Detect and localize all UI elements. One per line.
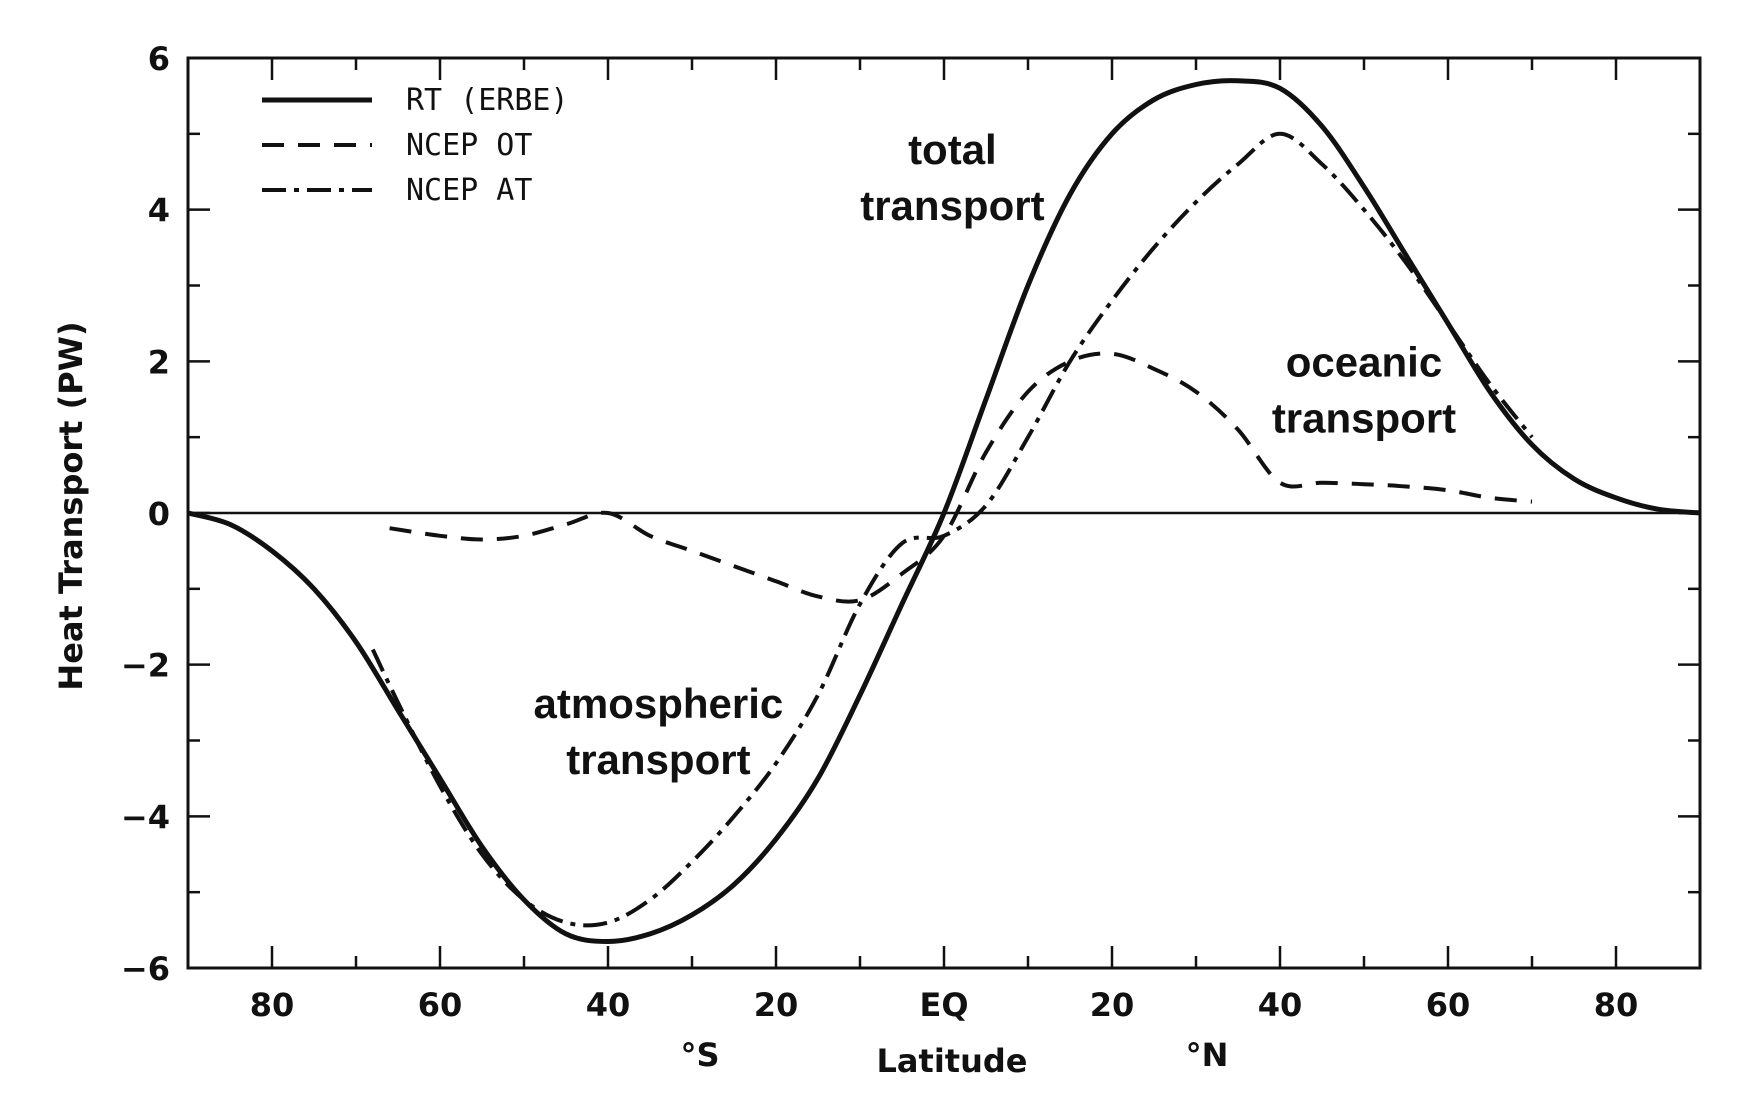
legend: RT (ERBE) NCEP OT NCEP AT — [262, 83, 569, 208]
series-line-2 — [389, 351, 1533, 604]
legend-label: RT (ERBE) — [406, 83, 569, 118]
x-tick-label: 20 — [1090, 986, 1135, 1024]
x-tick-label: 60 — [418, 986, 463, 1024]
hemisphere-label-north: °N — [1186, 1036, 1229, 1074]
y-tick-label: −4 — [121, 798, 170, 836]
x-tick-label: EQ — [919, 986, 968, 1024]
x-axis-title: Latitude — [877, 1042, 1028, 1080]
series-line-3 — [370, 131, 1534, 928]
y-tick-label: 2 — [148, 343, 170, 381]
y-tick-label: −6 — [121, 950, 170, 988]
x-tick-label: 80 — [1594, 986, 1639, 1024]
x-tick-label: 40 — [1258, 986, 1303, 1024]
legend-label: NCEP OT — [406, 128, 532, 163]
axis-title-layer: Heat Transport (PW) Latitude °S °N — [52, 321, 1228, 1080]
annotation-text: atmospheric transport — [534, 680, 784, 783]
annotation-line: total — [908, 126, 997, 173]
annotation-line: transport — [566, 736, 750, 783]
annotation-line: oceanic — [1286, 339, 1442, 386]
annotation-text: total transport — [860, 126, 1044, 229]
y-tick-label: 6 — [148, 40, 170, 78]
y-tick-label: 4 — [148, 192, 170, 230]
x-tick-label: 40 — [586, 986, 631, 1024]
y-tick-label: −2 — [121, 647, 170, 685]
legend-label: NCEP AT — [406, 173, 532, 208]
annotation-text: oceanic transport — [1272, 339, 1456, 442]
x-tick-label: 60 — [1426, 986, 1471, 1024]
annotation-line: transport — [860, 182, 1044, 229]
y-axis-title: Heat Transport (PW) — [52, 321, 90, 690]
series-layer — [187, 78, 1701, 945]
y-tick-label: 0 — [148, 495, 170, 533]
x-tick-label: 20 — [754, 986, 799, 1024]
annotation-line: transport — [1272, 395, 1456, 442]
annotation-line: atmospheric — [534, 680, 784, 727]
tick-layer — [186, 56, 1702, 970]
x-tick-label: 80 — [250, 986, 295, 1024]
hemisphere-label-south: °S — [680, 1036, 719, 1074]
